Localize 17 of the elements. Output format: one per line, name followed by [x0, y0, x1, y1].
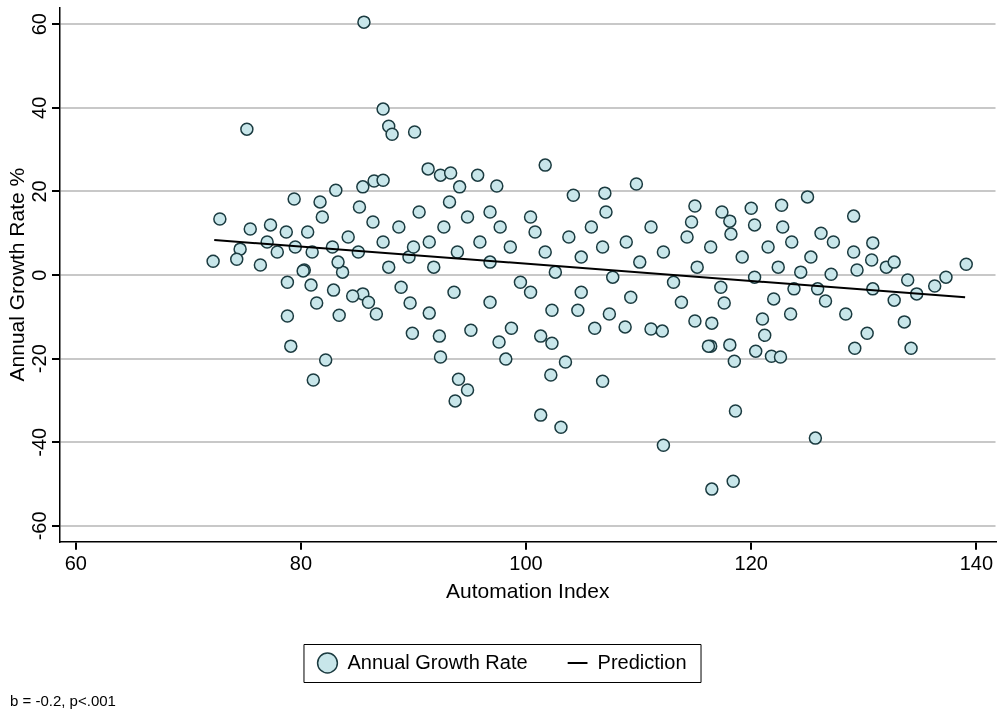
y-tick-label: 60 [27, 13, 50, 36]
legend-label: Prediction [597, 650, 687, 673]
y-tick-label: 20 [27, 180, 50, 203]
x-tick-label: 100 [509, 552, 543, 575]
x-tick-label: 80 [289, 552, 313, 575]
x-tick-label: 60 [64, 552, 87, 575]
y-tick-label: 40 [27, 96, 50, 119]
y-tick-label: 0 [27, 269, 50, 281]
legend-label: Annual Growth Rate [347, 650, 528, 673]
y-tick-label: -60 [27, 511, 50, 541]
y-tick-label: -40 [27, 427, 50, 457]
y-tick-label: -20 [27, 344, 50, 374]
x-tick-label: 120 [734, 552, 768, 575]
text: b = -0.2, p<.001 [10, 691, 116, 709]
x-tick-label: 140 [959, 552, 994, 575]
y-axis-title: Annual Growth Rate % [5, 167, 29, 382]
x-axis-title: Automation Index [446, 579, 610, 603]
